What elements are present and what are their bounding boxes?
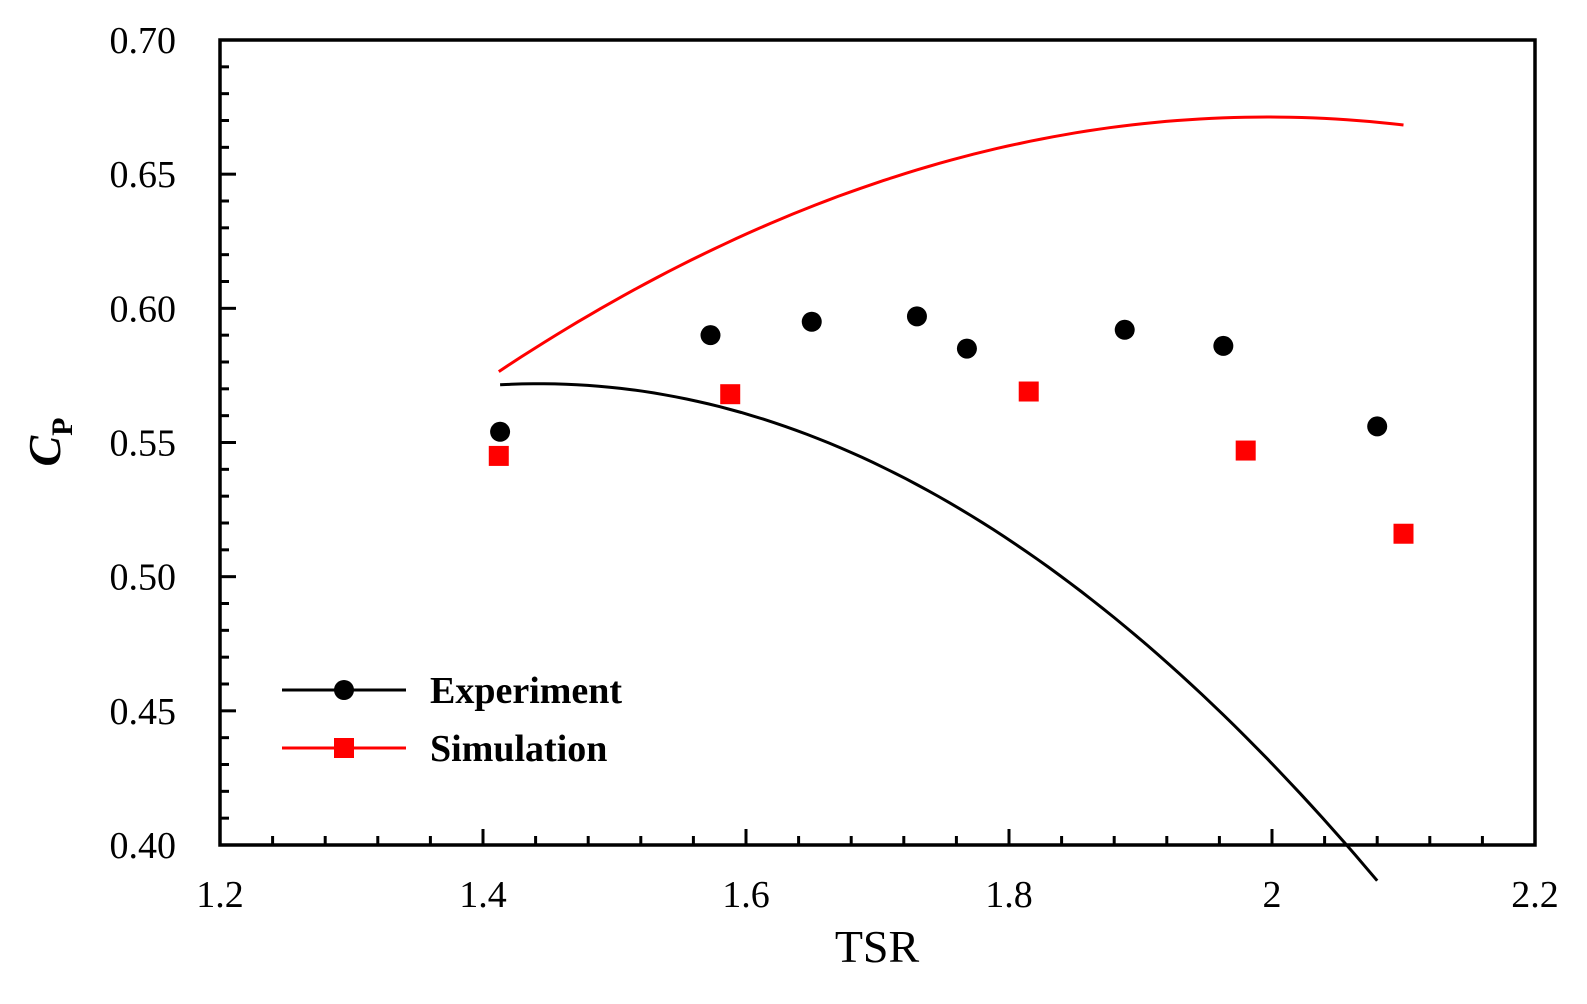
point-simulation: [720, 384, 741, 405]
fit-line-experiment: [500, 382, 1379, 882]
x-tick-label: 1.2: [196, 874, 244, 916]
y-tick-label: 0.55: [110, 423, 177, 465]
legend-marker-experiment: [334, 680, 354, 700]
y-tick-label: 0.70: [110, 20, 177, 62]
svg-text:CP: CP: [19, 417, 79, 466]
y-tick-label: 0.60: [110, 288, 177, 330]
y-axis-title-subscript: P: [46, 417, 79, 435]
x-tick-label: 1.4: [459, 874, 507, 916]
y-axis-title: CP: [19, 417, 79, 466]
point-simulation: [488, 445, 509, 466]
point-simulation: [1018, 381, 1039, 402]
fit-line-simulation: [497, 115, 1404, 373]
point-experiment: [1367, 416, 1388, 437]
legend-label-experiment: Experiment: [430, 670, 622, 712]
point-experiment: [1213, 335, 1234, 356]
point-experiment: [700, 325, 721, 346]
plot-frame: [218, 38, 1537, 847]
point-simulation: [1235, 440, 1256, 461]
point-simulation: [1393, 523, 1414, 544]
point-experiment: [801, 311, 822, 332]
legend: Experiment Simulation: [282, 670, 622, 770]
tick-labels: 0.40 0.45 0.50 0.55 0.60 0.65 0.70 1.2 1.4 1.6 1.8…: [110, 20, 1559, 916]
fit-curves: [497, 115, 1404, 882]
point-experiment: [906, 306, 927, 327]
y-axis-title-main: C: [19, 435, 70, 467]
data-markers: [488, 306, 1414, 544]
y-tick-label: 0.65: [110, 154, 177, 196]
point-experiment: [490, 421, 511, 442]
y-tick-label: 0.50: [110, 557, 177, 599]
point-experiment: [1114, 319, 1135, 340]
y-tick-label: 0.40: [110, 825, 177, 867]
y-tick-label: 0.45: [110, 691, 177, 733]
x-tick-label: 1.8: [985, 874, 1033, 916]
point-experiment: [956, 338, 977, 359]
legend-label-simulation: Simulation: [430, 728, 607, 770]
legend-marker-simulation: [334, 738, 354, 758]
x-tick-label: 1.6: [722, 874, 770, 916]
x-tick-label: 2: [1263, 874, 1282, 916]
x-tick-label: 2.2: [1511, 874, 1559, 916]
legend-item-experiment: Experiment: [282, 670, 622, 712]
x-axis-title: TSR: [835, 921, 920, 972]
legend-item-simulation: Simulation: [282, 728, 607, 770]
